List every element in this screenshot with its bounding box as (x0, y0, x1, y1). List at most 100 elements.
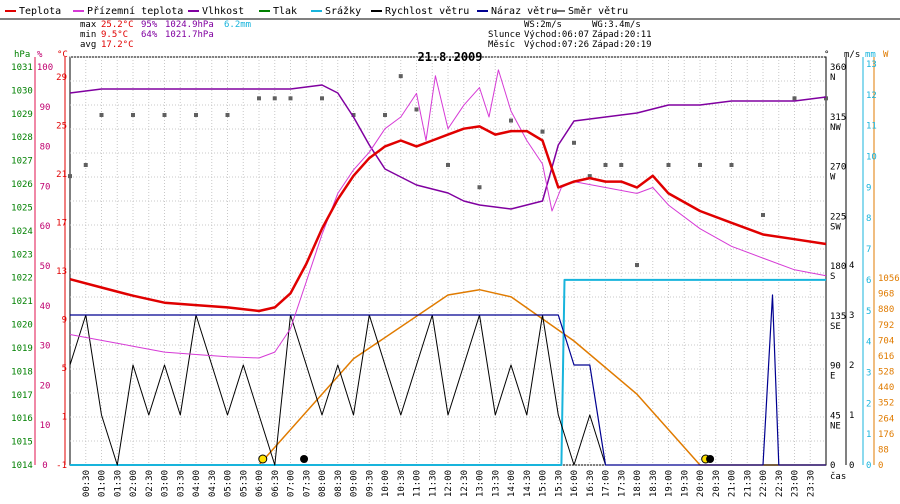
legend-item: Teplota (19, 6, 61, 17)
hpa-tick: 1030 (11, 86, 33, 96)
hpa-unit: hPa (14, 50, 30, 60)
hpa-tick: 1014 (11, 461, 33, 471)
sun-rise: Východ:06:07 (524, 30, 589, 40)
time-tick: 08:30 (334, 470, 344, 497)
w-tick: 880 (878, 305, 894, 315)
w-tick: 440 (878, 383, 894, 393)
time-tick: 02:30 (145, 470, 155, 497)
wind-direction-point (257, 96, 261, 101)
wind-direction-point (414, 107, 419, 112)
time-tick: 12:30 (460, 470, 470, 497)
moonrise-marker (300, 455, 309, 463)
time-tick: 23:30 (806, 470, 816, 497)
ms-tick: 1 (849, 411, 854, 421)
wind-direction-point (603, 163, 608, 167)
time-tick: 00:30 (82, 470, 92, 497)
wind-direction-point (477, 185, 482, 190)
wind-direction-point (383, 113, 387, 117)
temp-tick: 9 (62, 316, 67, 326)
stats-max-rain: 6.2mm (224, 20, 251, 30)
humidity-line (69, 84, 827, 210)
series-layer (68, 69, 828, 466)
stats-max-hum: 95% (141, 20, 158, 30)
dir-compass: SE (830, 322, 841, 332)
pct-unit: % (37, 50, 43, 60)
ms-tick: 0 (849, 461, 854, 471)
time-tick: 15:00 (539, 470, 549, 497)
hpa-tick: 1025 (11, 203, 33, 213)
time-tick: 04:30 (208, 470, 218, 497)
wind-direction-point (131, 113, 135, 117)
time-tick: 21:00 (728, 470, 738, 497)
dir-tick: 315 (830, 113, 846, 123)
time-tick: 14:30 (523, 470, 533, 497)
mm-tick: 11 (866, 122, 877, 132)
wind-direction-point (398, 74, 403, 79)
wind-direction-point (587, 174, 592, 179)
pct-tick: 0 (42, 461, 47, 471)
dir-tick: 0 (830, 461, 835, 471)
mm-tick: 9 (866, 183, 871, 193)
hpa-tick: 1021 (11, 297, 33, 307)
time-tick: 18:00 (633, 470, 643, 497)
time-tick: 13:00 (476, 470, 486, 497)
time-tick: 16:00 (570, 470, 580, 497)
temp-tick: 17 (56, 219, 67, 229)
moonset-marker (706, 455, 715, 463)
ms-tick: 2 (849, 361, 854, 371)
pct-tick: 100 (37, 63, 53, 73)
time-tick: 08:00 (318, 470, 328, 497)
hpa-tick: 1022 (11, 274, 33, 284)
wind-direction-point (446, 163, 450, 167)
mm-tick: 13 (866, 60, 877, 70)
dir-compass: E (830, 372, 835, 382)
moon-rise: Východ:07:26 (524, 40, 589, 50)
time-tick: 05:00 (224, 470, 234, 497)
sun-label: Slunce (488, 30, 521, 40)
w-tick: 968 (878, 290, 894, 300)
legend-item: Srážky (325, 5, 361, 17)
time-tick: 09:00 (350, 470, 360, 497)
time-tick: 16:30 (586, 470, 596, 497)
grid (69, 56, 827, 466)
moon-set: Západ:20:19 (592, 40, 652, 50)
wind-direction-point (272, 96, 277, 101)
wind-direction-point (540, 129, 545, 134)
mm-tick: 7 (866, 245, 871, 255)
dir-compass: S (830, 272, 835, 282)
pct-tick: 90 (40, 103, 51, 113)
time-tick: 12:00 (444, 470, 454, 497)
chart-title: 21.8.2009 (417, 50, 482, 64)
wind-direction-point (509, 118, 513, 123)
wind-direction-point (99, 113, 104, 117)
time-tick: 01:00 (98, 470, 108, 497)
hpa-tick: 1019 (11, 344, 33, 354)
dir-tick: 45 (830, 411, 841, 421)
dir-compass: SW (830, 222, 841, 232)
mm-tick: 12 (866, 91, 877, 101)
w-tick: 88 (878, 445, 889, 455)
wind-direction-point (761, 213, 765, 217)
time-tick: 07:00 (287, 470, 297, 497)
mm-tick: 8 (866, 214, 871, 224)
w-tick: 176 (878, 430, 894, 440)
legend: Teplota Přízemní teplota Vlhkost Tlak Srážky… (0, 5, 900, 50)
axes-layer: hPa% °C1031103010291028102710261025102410… (11, 50, 900, 497)
mm-tick: 10 (866, 153, 877, 163)
dir-unit: ° (824, 50, 829, 60)
mm-tick: 6 (866, 276, 871, 286)
time-tick: 03:30 (176, 470, 186, 497)
wind-direction-point (698, 163, 702, 167)
wg-value: WG:3.4m/s (592, 20, 641, 30)
dir-compass: N (830, 73, 835, 83)
wind-direction-point (792, 96, 797, 101)
ms-tick: 4 (849, 261, 854, 271)
rain-line (70, 278, 826, 466)
hpa-tick: 1027 (11, 157, 33, 167)
dir-tick: 225 (830, 212, 846, 222)
hpa-tick: 1018 (11, 367, 33, 377)
pct-tick: 20 (40, 381, 51, 391)
w-tick: 792 (878, 321, 894, 331)
w-tick: 0 (878, 461, 883, 471)
moon-label: Měsíc (488, 40, 515, 50)
